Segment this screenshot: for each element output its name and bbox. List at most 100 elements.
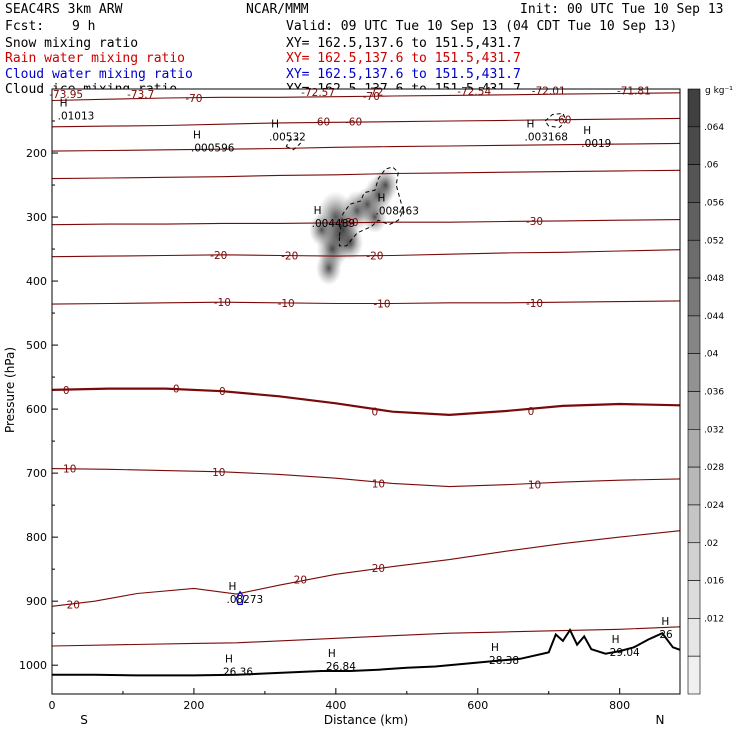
- top-value-label: -72.57: [301, 87, 335, 99]
- colorbar-swatch: [687, 164, 701, 203]
- extremum-marker: H: [612, 634, 620, 646]
- colorbar-tick-label: .036: [704, 388, 724, 398]
- colorbar-tick-label: .056: [704, 198, 724, 208]
- contour-label: 0: [219, 386, 226, 398]
- colorbar-swatch: [687, 655, 701, 695]
- colorbar-swatch: [687, 88, 701, 128]
- valid-label: Valid: 09 UTC Tue 10 Sep 13 (04 CDT Tue …: [286, 19, 677, 34]
- extremum-value: .01013: [58, 111, 95, 123]
- y-tick-label: 400: [26, 275, 47, 288]
- north-end-label: N: [656, 713, 665, 727]
- south-end-label: S: [80, 713, 88, 727]
- temperature-contour-line: [51, 142, 681, 152]
- extremum-value: .00532: [269, 132, 306, 144]
- y-axis-label: Pressure (hPa): [3, 347, 17, 433]
- colorbar-tick-label: .016: [704, 577, 724, 587]
- temperature-contour-line: [51, 169, 681, 180]
- extremum-value: 26.36: [223, 666, 253, 678]
- field-cloudwater-name: Cloud water mixing ratio: [5, 67, 193, 82]
- colorbar-tick-label: .04: [704, 350, 719, 360]
- contour-label: -70: [363, 91, 380, 103]
- contour-label: 0: [528, 406, 535, 418]
- x-tick-label: 600: [467, 699, 488, 712]
- contour-label: -20: [281, 250, 298, 262]
- extremum-marker: H: [314, 205, 322, 217]
- shading-cell: [362, 201, 387, 234]
- top-value-label: -73.7: [127, 89, 154, 101]
- fcst-label: Fcst:: [5, 19, 44, 34]
- colorbar-swatch: [687, 618, 701, 657]
- y-tick-label: 800: [26, 531, 47, 544]
- colorbar-swatch: [687, 202, 701, 241]
- colorbar-swatch: [687, 391, 701, 430]
- contour-label: 10: [372, 478, 385, 490]
- extremum-marker: H: [60, 98, 68, 110]
- near-surface-contour-line: [51, 626, 681, 647]
- x-tick-label: 200: [183, 699, 204, 712]
- colorbar-tick-label: .052: [704, 236, 724, 246]
- y-axis: 200 300 400 500 600 700 800 900 1000: [19, 120, 58, 672]
- colorbar-tick-label: .02: [704, 539, 718, 549]
- plot-frame: [51, 88, 681, 695]
- contour-label: 20: [294, 574, 307, 586]
- terrain-line: [52, 627, 681, 677]
- y-tick-label: 300: [26, 211, 47, 224]
- x-axis: 0 200 400 600 800: [49, 688, 630, 712]
- field-snow-xy: XY= 162.5,137.6 to 151.5,431.7: [286, 36, 521, 51]
- colorbar-unit: g kg⁻¹: [705, 86, 733, 96]
- temperature-contour-line: [51, 300, 681, 305]
- extremum-value: .08273: [226, 594, 263, 606]
- top-value-label: -72.01: [532, 85, 566, 97]
- contour-label: 0: [372, 407, 379, 419]
- colorbar-swatch: [687, 239, 701, 279]
- contour-labels: -70 -70 -60 -60 -60 -30 -30 -20 -20 -20 -10 -10 -10 -…: [49, 85, 651, 611]
- colorbar-swatch: [687, 126, 701, 165]
- colorbar-swatch: [687, 504, 701, 544]
- extremum-value: .0019: [581, 138, 611, 150]
- cloud-ice-contour: [544, 112, 568, 128]
- x-tick-label: 0: [49, 699, 56, 712]
- top-value-label: -71.81: [617, 85, 651, 97]
- contour-label: -10: [214, 297, 231, 309]
- cloud-ice-contour: [285, 138, 302, 151]
- extremum-value: .004489: [312, 218, 355, 230]
- y-tick-label: 900: [26, 595, 47, 608]
- colorbar-tick-label: .028: [704, 463, 724, 473]
- colorbar-tick-label: .044: [704, 312, 724, 322]
- contour-label: -10: [373, 298, 390, 310]
- colorbar-tick-label: .06: [704, 161, 719, 171]
- org-label: NCAR/MMM: [246, 2, 309, 17]
- extremum-marker: H: [661, 616, 669, 628]
- init-label: Init: 00 UTC Tue 10 Sep 13: [520, 2, 724, 17]
- y-tick-label: 500: [26, 339, 47, 352]
- extremum-value: .000596: [191, 143, 235, 155]
- extremum-marker: H: [271, 119, 279, 131]
- x-axis-label: Distance (km): [324, 713, 408, 727]
- contour-label: 20: [372, 563, 385, 575]
- contour-label: -30: [526, 216, 543, 228]
- colorbar: .064 .06 .056 .052 .048 .044 .04 .036 .032 .028 .0…: [687, 88, 724, 695]
- colorbar-swatch: [687, 542, 701, 581]
- field-snow-name: Snow mixing ratio: [5, 36, 138, 51]
- field-cloudwater-xy: XY= 162.5,137.6 to 151.5,431.7: [286, 67, 521, 82]
- extremum-marker: H: [225, 653, 233, 665]
- x-tick-label: 400: [325, 699, 346, 712]
- field-rain-xy: XY= 162.5,137.6 to 151.5,431.7: [286, 51, 521, 66]
- colorbar-tick-label: .012: [704, 614, 724, 624]
- contour-label: -60: [345, 117, 362, 129]
- contour-label: 0: [63, 385, 70, 397]
- colorbar-swatch: [687, 429, 701, 468]
- shading-cell: [309, 213, 335, 247]
- extremum-marker: H: [583, 125, 591, 137]
- contour-label: 10: [212, 467, 225, 479]
- colorbar-tick-label: .024: [704, 501, 724, 511]
- temperature-contour-line: [51, 387, 681, 417]
- plot-area: -70 -70 -60 -60 -60 -30 -30 -20 -20 -20 -10 -10 -10 -…: [49, 85, 681, 695]
- model-title: SEAC4RS 3km ARW: [5, 2, 123, 17]
- contour-label: 10: [528, 480, 541, 492]
- y-tick-label: 700: [26, 467, 47, 480]
- cloud-ice-contour: [338, 166, 404, 247]
- temperature-contour-line: [51, 117, 681, 128]
- temperature-contour-line: [51, 249, 681, 258]
- contour-label: 0: [173, 384, 180, 396]
